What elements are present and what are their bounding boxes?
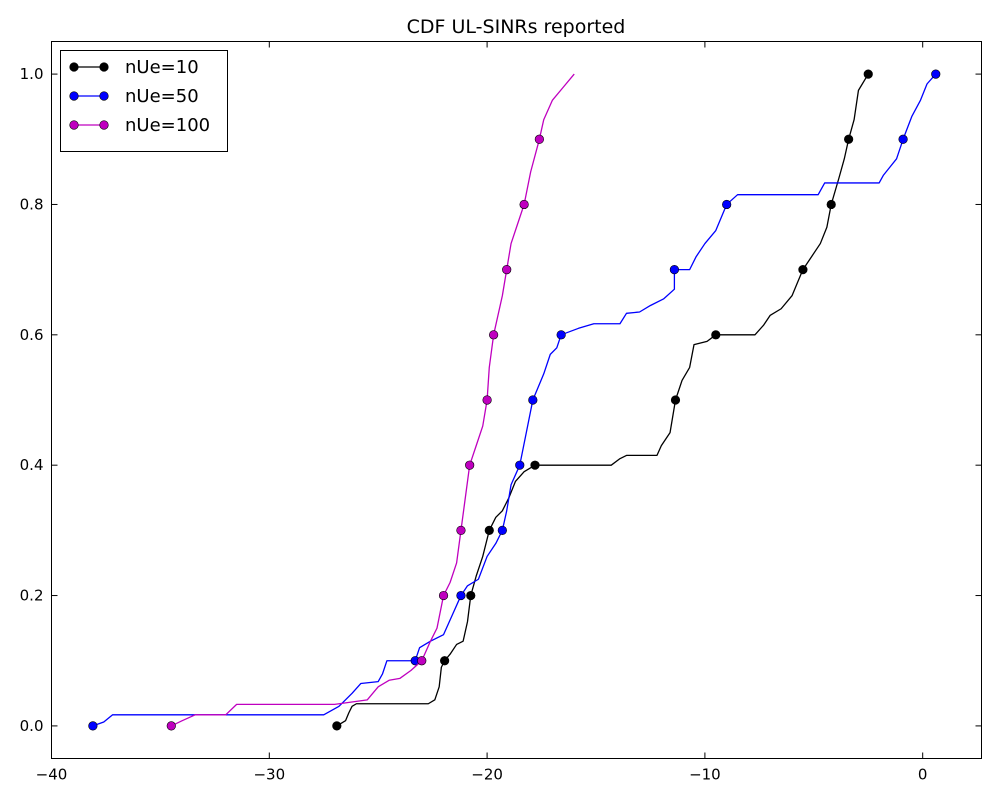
- data-point-nue-10-6: [711, 330, 721, 340]
- legend-marker: [99, 120, 109, 130]
- data-point-nue-50-5: [528, 395, 538, 405]
- x-tick-label: −10: [689, 766, 721, 784]
- series-nue-100: [166, 73, 575, 731]
- x-tick-label: −40: [36, 766, 68, 784]
- y-tick-label: 0.8: [20, 195, 44, 213]
- data-point-nue-10-0: [332, 721, 342, 731]
- y-tick-label: 0.2: [20, 587, 44, 605]
- data-point-nue-50-0: [88, 721, 98, 731]
- data-point-nue-100-5: [482, 395, 492, 405]
- chart-title: CDF UL-SINRs reported: [407, 16, 626, 38]
- legend-item-nue-100: nUe=100: [69, 115, 210, 136]
- data-point-nue-10-10: [863, 69, 873, 79]
- legend-marker: [69, 91, 79, 101]
- data-point-nue-50-3: [497, 525, 507, 535]
- data-point-nue-100-2: [438, 590, 449, 601]
- x-tick-label: −30: [253, 766, 285, 784]
- x-tick-label: 0: [918, 766, 928, 784]
- series-line-nue-10: [336, 73, 869, 727]
- plot-frame: [51, 41, 982, 759]
- legend-item-nue-50: nUe=50: [69, 86, 199, 107]
- data-point-nue-50-7: [669, 265, 680, 275]
- data-point-nue-50-8: [722, 199, 732, 210]
- series-nue-10: [332, 69, 873, 731]
- legend-label: nUe=100: [125, 115, 210, 136]
- legend-marker: [99, 91, 109, 101]
- y-tick-label: 1.0: [20, 65, 44, 83]
- legend-marker: [69, 120, 79, 130]
- legend-item-nue-10: nUe=10: [69, 57, 199, 78]
- data-point-nue-50-4: [515, 460, 525, 470]
- data-point-nue-100-4: [465, 460, 475, 470]
- data-point-nue-10-8: [826, 199, 836, 210]
- ticks-layer: −40 −30 −20 −10 0 0.0 0.2 0.4 0.6 0.8 1.0: [20, 41, 982, 784]
- data-point-nue-50-2: [456, 590, 466, 601]
- y-tick-label: 0.4: [20, 456, 44, 474]
- data-point-nue-50-9: [898, 134, 908, 144]
- data-point-nue-10-7: [798, 265, 808, 275]
- y-tick-label: 0.6: [20, 326, 44, 344]
- data-point-nue-10-5: [670, 395, 681, 405]
- series-line-nue-50: [92, 73, 937, 727]
- legend-label: nUe=50: [125, 86, 199, 107]
- data-point-nue-50-6: [556, 330, 566, 340]
- legend-marker: [99, 62, 109, 72]
- legend-marker: [69, 62, 79, 72]
- data-point-nue-100-9: [534, 134, 544, 144]
- data-point-nue-50-10: [931, 69, 941, 79]
- data-point-nue-100-0: [166, 721, 176, 731]
- series-line-nue-100: [171, 73, 575, 727]
- data-point-nue-100-8: [519, 199, 529, 210]
- data-point-nue-100-3: [456, 525, 466, 535]
- series-nue-50: [88, 69, 941, 731]
- y-tick-label: 0.0: [20, 717, 44, 735]
- legend-label: nUe=10: [125, 57, 199, 78]
- data-point-nue-10-4: [530, 460, 540, 470]
- data-point-nue-10-1: [440, 656, 450, 666]
- x-tick-label: −20: [471, 766, 503, 784]
- data-point-nue-100-6: [489, 330, 499, 340]
- data-point-nue-10-3: [484, 525, 494, 535]
- data-point-nue-10-9: [844, 134, 854, 144]
- data-point-nue-10-2: [466, 590, 476, 601]
- data-point-nue-100-7: [502, 265, 512, 275]
- legend: nUe=10 nUe=50 nUe=100: [60, 50, 228, 152]
- series-layer: [88, 69, 941, 731]
- data-point-nue-100-1: [417, 656, 427, 666]
